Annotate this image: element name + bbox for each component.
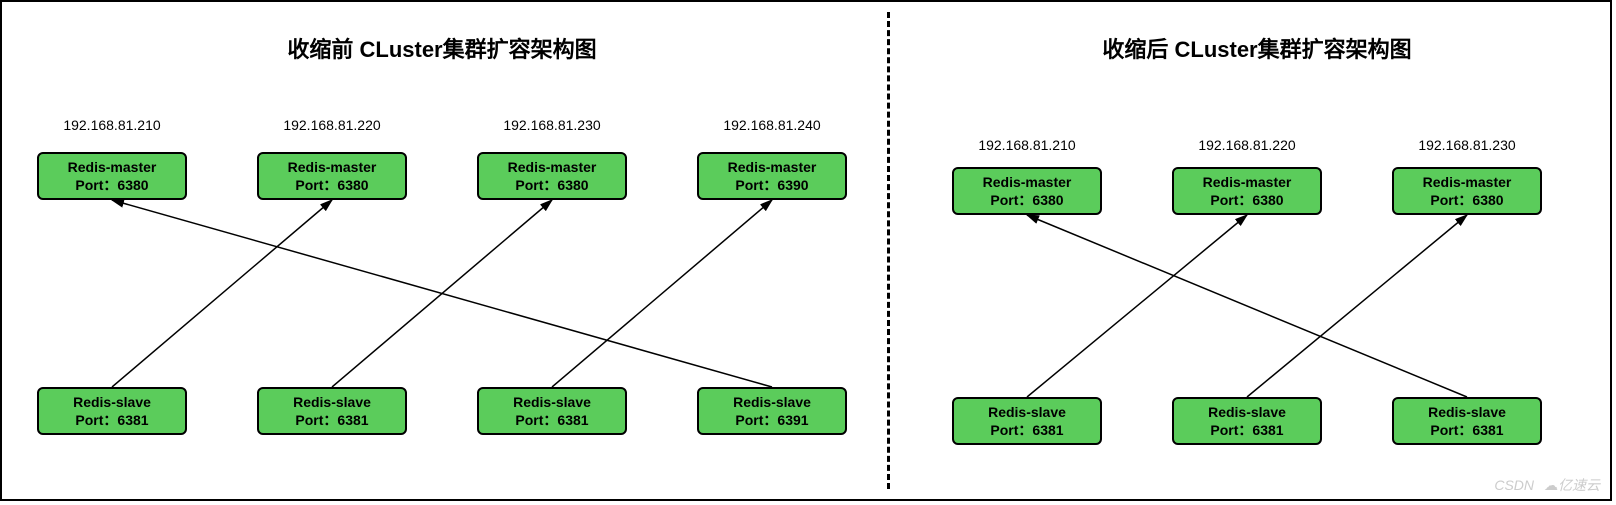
node-port: Port：6380 <box>954 191 1100 209</box>
master-node: Redis-masterPort：6380 <box>1172 167 1322 215</box>
diagram-container: 收缩前 CLuster集群扩容架构图 192.168.81.210 192.168… <box>0 0 1612 501</box>
node-role: Redis-master <box>1174 173 1320 191</box>
node-role: Redis-master <box>479 158 625 176</box>
master-node: Redis-masterPort：6380 <box>37 152 187 200</box>
node-port: Port：6381 <box>1394 421 1540 439</box>
node-role: Redis-slave <box>39 393 185 411</box>
node-port: Port：6381 <box>1174 421 1320 439</box>
node-port: Port：6381 <box>954 421 1100 439</box>
node-port: Port：6380 <box>1174 191 1320 209</box>
left-title: 收缩前 CLuster集群扩容架构图 <box>2 32 882 64</box>
node-role: Redis-master <box>259 158 405 176</box>
node-port: Port：6380 <box>1394 191 1540 209</box>
ip-label: 192.168.81.210 <box>37 117 187 133</box>
node-port: Port：6390 <box>699 176 845 194</box>
node-role: Redis-slave <box>259 393 405 411</box>
ip-label: 192.168.81.230 <box>1392 137 1542 153</box>
ip-label: 192.168.81.210 <box>952 137 1102 153</box>
watermark-csdn: CSDN <box>1494 477 1534 493</box>
slave-node: Redis-slavePort：6381 <box>257 387 407 435</box>
master-node: Redis-masterPort：6380 <box>1392 167 1542 215</box>
slave-node: Redis-slavePort：6381 <box>37 387 187 435</box>
ip-label: 192.168.81.230 <box>477 117 627 133</box>
edge-arrow <box>112 200 772 387</box>
right-panel: 收缩后 CLuster集群扩容架构图 192.168.81.210 192.168… <box>902 2 1612 499</box>
node-port: Port：6380 <box>39 176 185 194</box>
node-port: Port：6380 <box>259 176 405 194</box>
node-role: Redis-master <box>954 173 1100 191</box>
left-panel: 收缩前 CLuster集群扩容架构图 192.168.81.210 192.168… <box>2 2 882 499</box>
edge-arrow <box>1247 215 1467 397</box>
watermark: CSDN ☁亿速云 <box>1494 475 1600 495</box>
ip-label: 192.168.81.240 <box>697 117 847 133</box>
master-node: Redis-masterPort：6380 <box>952 167 1102 215</box>
master-node: Redis-masterPort：6380 <box>477 152 627 200</box>
node-port: Port：6381 <box>479 411 625 429</box>
slave-node: Redis-slavePort：6381 <box>1172 397 1322 445</box>
watermark-yisu: ☁亿速云 <box>1544 475 1600 495</box>
node-port: Port：6391 <box>699 411 845 429</box>
ip-label: 192.168.81.220 <box>257 117 407 133</box>
node-port: Port：6381 <box>259 411 405 429</box>
slave-node: Redis-slavePort：6391 <box>697 387 847 435</box>
node-port: Port：6381 <box>39 411 185 429</box>
right-title: 收缩后 CLuster集群扩容架构图 <box>902 32 1612 64</box>
slave-node: Redis-slavePort：6381 <box>1392 397 1542 445</box>
node-role: Redis-slave <box>479 393 625 411</box>
node-role: Redis-master <box>1394 173 1540 191</box>
slave-node: Redis-slavePort：6381 <box>952 397 1102 445</box>
node-role: Redis-master <box>39 158 185 176</box>
panel-divider <box>887 12 890 489</box>
node-role: Redis-slave <box>1174 403 1320 421</box>
slave-node: Redis-slavePort：6381 <box>477 387 627 435</box>
edge-arrow <box>1027 215 1467 397</box>
node-port: Port：6380 <box>479 176 625 194</box>
edge-arrow <box>332 200 552 387</box>
edge-arrow <box>1027 215 1247 397</box>
edge-arrow <box>112 200 332 387</box>
edge-arrow <box>552 200 772 387</box>
ip-label: 192.168.81.220 <box>1172 137 1322 153</box>
node-role: Redis-slave <box>699 393 845 411</box>
node-role: Redis-master <box>699 158 845 176</box>
master-node: Redis-masterPort：6380 <box>257 152 407 200</box>
master-node: Redis-masterPort：6390 <box>697 152 847 200</box>
node-role: Redis-slave <box>1394 403 1540 421</box>
node-role: Redis-slave <box>954 403 1100 421</box>
